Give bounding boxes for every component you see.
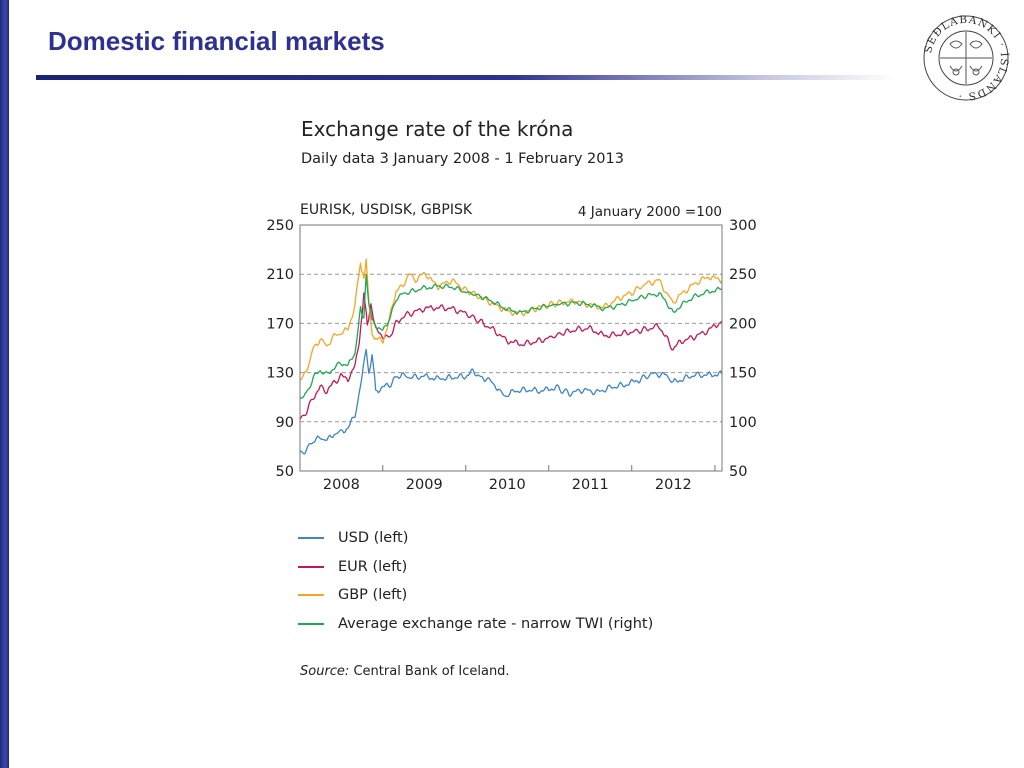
central-bank-seal-icon: SEÐLABANKI · ÍSLANDS · [922,14,1010,102]
x-tick-label: 2009 [406,477,443,493]
x-tick-label: 2010 [489,477,526,493]
y-right-tick-label: 250 [729,267,757,283]
y-left-tick-label: 90 [276,415,294,431]
y-right-tick-label: 150 [729,366,757,382]
slide-title: Domestic financial markets [48,26,385,56]
legend-item: Average exchange rate - narrow TWI (righ… [298,610,653,639]
legend-label: USD (left) [338,530,409,547]
y-right-tick-label: 100 [729,415,757,431]
chart-subtitle: Daily data 3 January 2008 - 1 February 2… [301,151,624,167]
legend-label: Average exchange rate - narrow TWI (righ… [338,615,654,632]
y-right-tick-label: 200 [729,316,757,332]
legend-swatch [298,622,324,625]
legend-swatch [298,537,324,540]
title-underline [36,75,896,80]
source-label: Source: [300,664,350,679]
y-left-tick-label: 170 [266,316,294,332]
y-left-tick-label: 250 [266,218,294,234]
series-line-4 [299,273,723,399]
chart-source: Source: Central Bank of Iceland. [300,664,510,679]
legend-item: USD (left) [298,524,653,553]
x-tick-label: 2012 [655,477,692,493]
x-tick-label: 2011 [572,477,609,493]
series-line-1 [299,348,723,455]
chart-legend: USD (left) EUR (left) GBP (left) Average ex… [298,524,653,638]
source-text: Central Bank of Iceland. [353,664,510,679]
plot-frame [299,224,723,472]
legend-label: GBP (left) [338,587,408,604]
legend-swatch [298,594,324,597]
legend-label: EUR (left) [338,558,408,575]
y-right-tick-label: 50 [729,464,747,480]
y-left-tick-label: 50 [276,464,294,480]
legend-item: GBP (left) [298,581,653,610]
left-axis-label: EURISK, USDISK, GBPISK [300,202,473,218]
legend-swatch [298,565,324,568]
y-left-tick-label: 130 [266,366,294,382]
x-tick-label: 2008 [323,477,360,493]
chart-title: Exchange rate of the króna [301,117,574,141]
left-accent-bar [0,0,9,768]
y-left-tick-label: 210 [266,267,294,283]
exchange-rate-chart: 50 90 130 170 210 250 50 100 150 200 250 300 2008 200… [266,202,757,493]
series-line-3 [300,258,723,381]
right-axis-label: 4 January 2000 =100 [578,204,722,220]
y-right-tick-label: 300 [729,218,757,234]
seal-emblem-icon [940,32,992,84]
legend-item: EUR (left) [298,553,653,582]
